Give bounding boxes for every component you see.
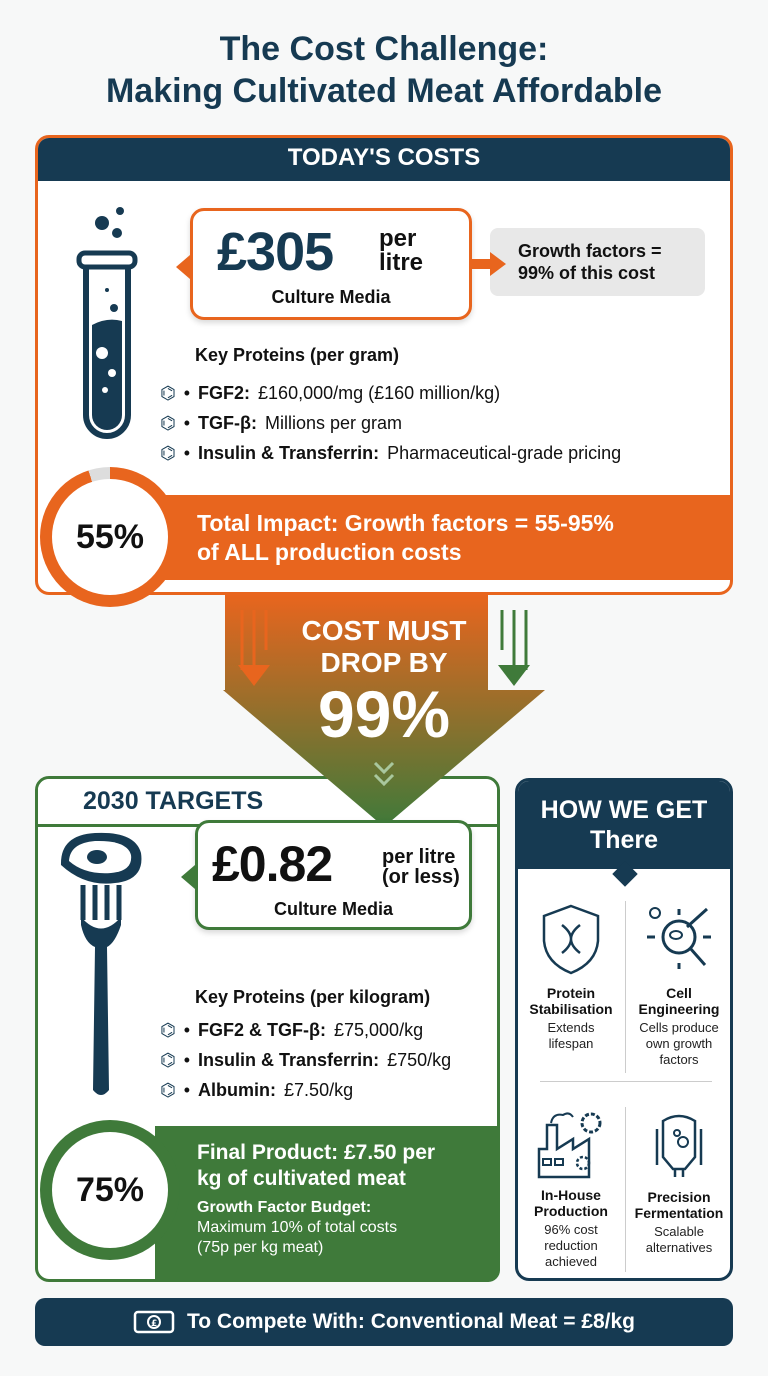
protein-value: Millions per gram (265, 412, 403, 433)
molecule-icon: ⌬ (160, 1049, 176, 1070)
final-text-2: kg of cultivated meat (197, 1167, 406, 1190)
molecule-icon: ⌬ (160, 412, 176, 433)
protein-value: £160,000/mg (£160 million/kg) (258, 382, 501, 403)
target-price-label: Culture Media (273, 899, 393, 919)
protein-name: FGF2: (198, 382, 251, 403)
today-price: £305 (217, 222, 334, 282)
protein-item: ⌬ • FGF2 & TGF-β: £75,000/kg (160, 1019, 424, 1040)
how-item-in-house-production: In-House Production 96% cost reduction ach… (518, 1109, 624, 1270)
item-desc: Scalable alternatives (645, 1224, 713, 1255)
today-price-label: Culture Media (271, 287, 391, 307)
how-item-protein-stabilisation: Protein Stabilisation Extends lifespan (518, 903, 624, 1052)
money-icon: £ (133, 1310, 175, 1334)
protein-item: ⌬ • FGF2: £160,000/mg (£160 million/kg) (160, 382, 501, 403)
how-header: HOW WE GET There (518, 781, 730, 869)
impact-text-1: Total Impact: Growth factors = 55-95% (197, 510, 614, 536)
budget-text-2: (75p per kg meat) (197, 1239, 324, 1256)
divider (625, 901, 626, 1073)
impact-banner: Total Impact: Growth factors = 55-95% of… (155, 495, 733, 580)
cell-magnifier-icon (647, 907, 711, 969)
protein-item: ⌬ • TGF-β: Millions per gram (160, 412, 403, 433)
how-header-1: HOW WE GET (540, 796, 708, 824)
item-title: In-House (541, 1187, 601, 1203)
final-text-1: Final Product: £7.50 per (197, 1141, 436, 1164)
protein-value: Pharmaceutical-grade pricing (387, 442, 622, 463)
target-price: £0.82 (212, 836, 333, 892)
item-desc: 96% cost reduction achieved (544, 1222, 598, 1269)
today-protein-list: ⌬ • FGF2: £160,000/mg (£160 million/kg) ⌬ •… (160, 378, 621, 468)
final-product-banner: Final Product: £7.50 per kg of cultivate… (155, 1126, 500, 1282)
item-title: Fermentation (634, 1205, 724, 1221)
item-title: Production (534, 1203, 608, 1219)
divider (625, 1107, 626, 1272)
how-header-2: There (589, 826, 659, 854)
callout-pointer (176, 255, 190, 279)
how-item-precision-fermentation: Precision Fermentation Scalable alternativ… (626, 1109, 730, 1256)
protein-name: TGF-β: (198, 412, 257, 433)
item-title: Cell (666, 985, 692, 1001)
today-price-callout: £305 per litre Culture Media (190, 208, 472, 320)
protein-item: ⌬ • Albumin: £7.50/kg (160, 1079, 354, 1100)
protein-value: £750/kg (387, 1049, 452, 1070)
fermenter-icon (655, 1114, 703, 1177)
molecule-icon: ⌬ (160, 1019, 176, 1040)
drop-line-1: COST MUST (301, 615, 467, 646)
factory-icon (537, 1112, 602, 1179)
item-title: Protein (546, 985, 596, 1001)
protein-name: Insulin & Transferrin: (198, 442, 380, 463)
down-arrows-green-icon (498, 610, 530, 686)
cost-drop-arrow (223, 595, 545, 827)
item-desc: Cells produce own growth factors (639, 1020, 719, 1067)
arrow-right-icon (472, 252, 506, 276)
target-unit-1: per litre (382, 846, 456, 868)
divider (540, 1081, 712, 1082)
protein-value: £75,000/kg (334, 1019, 424, 1040)
protein-value: £7.50/kg (284, 1079, 354, 1100)
callout-pointer (181, 865, 195, 889)
today-unit-1: per (379, 225, 417, 252)
item-title: Stabilisation (529, 1001, 613, 1017)
today-proteins-heading: Key Proteins (per gram) (195, 345, 400, 365)
target-proteins-heading: Key Proteins (per kilogram) (195, 987, 431, 1007)
growth-factor-note: Growth factors = 99% of this cost (490, 228, 705, 296)
item-title: Precision (647, 1189, 711, 1205)
title-line2: Making Cultivated Meat Affordable (105, 72, 663, 110)
test-tube-icon (76, 207, 138, 439)
svg-text:£: £ (151, 1319, 157, 1329)
molecule-icon: ⌬ (160, 442, 176, 463)
budget-title: Growth Factor Budget: (197, 1199, 372, 1216)
shield-dna-icon (542, 904, 600, 975)
protein-item: ⌬ • Insulin & Transferrin: £750/kg (160, 1049, 452, 1070)
protein-name: FGF2 & TGF-β: (198, 1019, 326, 1040)
protein-name: Albumin: (198, 1079, 277, 1100)
molecule-icon: ⌬ (160, 382, 176, 403)
today-header: TODAY'S COSTS (38, 138, 730, 181)
budget-text-1: Maximum 10% of total costs (197, 1219, 398, 1236)
growth-factor-note-text: Growth factors = 99% of this cost (518, 241, 662, 283)
protein-item: ⌬ • Insulin & Transferrin: Pharmaceutical-… (160, 442, 622, 463)
footer-text: To Compete With: Conventional Meat = £8/… (186, 1310, 636, 1333)
target-protein-list: ⌬ • FGF2 & TGF-β: £75,000/kg ⌬ • Insulin & … (160, 1015, 451, 1105)
today-unit-2: litre (379, 249, 424, 276)
drop-line-2: DROP BY (320, 647, 448, 678)
item-desc: Extends lifespan (547, 1020, 595, 1051)
item-title: Engineering (638, 1001, 720, 1017)
final-percent: 75% (52, 1132, 168, 1248)
drop-value: 99% (317, 677, 451, 751)
molecule-icon: ⌬ (160, 1079, 176, 1100)
protein-name: Insulin & Transferrin: (198, 1049, 380, 1070)
impact-text-2: of ALL production costs (197, 539, 462, 565)
target-price-callout: £0.82 per litre (or less) Culture Media (195, 820, 472, 930)
title-line1: The Cost Challenge: (219, 30, 549, 68)
impact-percent: 55% (52, 479, 168, 595)
down-arrows-orange-icon (238, 610, 270, 686)
how-item-cell-engineering: Cell Engineering Cells produce own growth … (626, 903, 730, 1068)
cost-drop-text: COST MUST DROP BY 99% (225, 615, 543, 749)
steak-fork-icon (60, 832, 142, 1095)
how-panel: HOW WE GET There Protein Stabilisation Ext… (515, 778, 733, 1281)
footer-bar: £ To Compete With: Conventional Meat = £… (35, 1298, 733, 1346)
target-unit-2: (or less) (382, 866, 460, 888)
